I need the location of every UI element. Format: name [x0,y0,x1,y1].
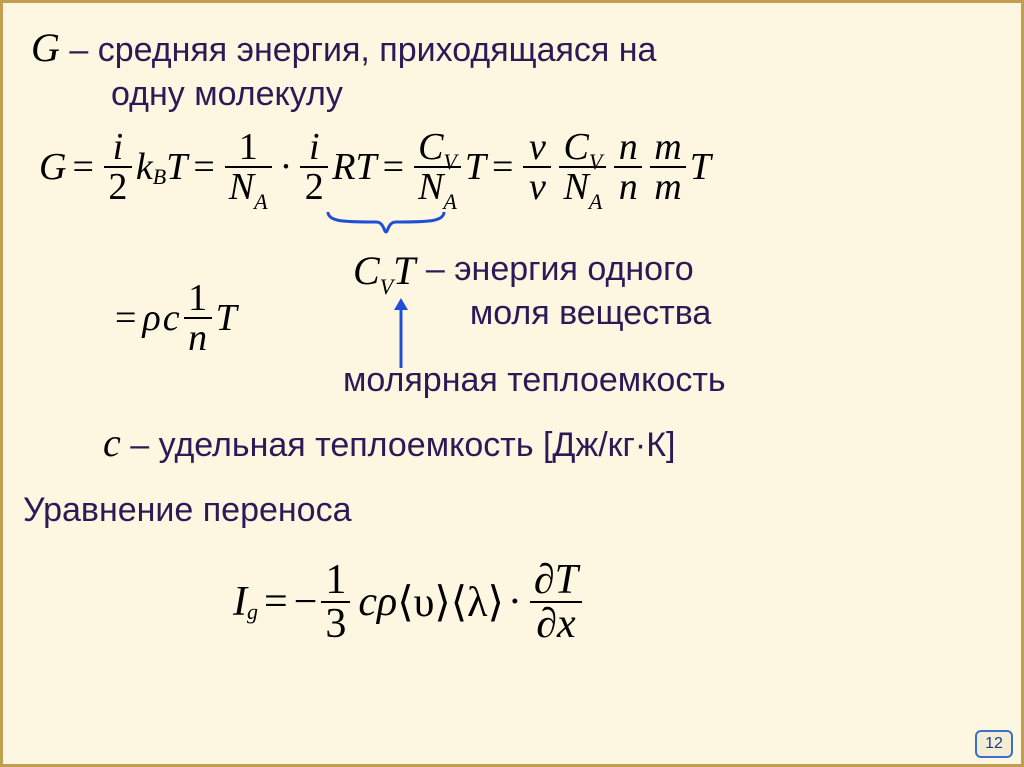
cvt-annotation: CVT – энергия одного моля вещества [353,247,993,335]
main-equation: G = i 2 kB T = 1 NA · i 2 RT [39,128,711,206]
symbol-G: G [31,25,60,70]
equation-rho-c: = ρ c 1 n T [115,279,237,357]
frac-partial-T-over-x: ∂T ∂x [530,559,582,645]
frac-1-over-n: 1 n [184,279,212,357]
frac-n-over-n: n n [614,128,642,206]
def-G-text1: – средняя энергия, приходящаяся на [60,31,657,69]
cvt-text-line1: – энергия одного [426,250,694,288]
definition-c: c – удельная теплоемкость [Дж/кг·К] [103,419,676,466]
frac-1-over-NA: 1 NA [225,128,272,206]
arrow-up-icon [391,298,411,370]
definition-G: G – средняя энергия, приходящаяся на [31,21,993,75]
frac-nu-over-nu: ν ν [523,128,551,206]
page-number-badge: 12 [975,730,1013,758]
def-G-text2: одну молекулу [111,75,993,114]
frac-Cv-over-NA: CV NA [414,128,461,206]
cvt-text-line2: моля вещества [426,291,712,335]
underbrace-icon [326,210,446,234]
transport-heading: Уравнение переноса [23,491,352,530]
frac-i-over-2-b: i 2 [300,128,328,206]
frac-1-over-3: 1 3 [321,559,350,645]
frac-m-over-m: m m [650,128,685,206]
eq-lhs: G [39,145,66,189]
frac-Cv-over-NA-b: CV NA [559,128,606,206]
frac-i-over-2: i 2 [104,128,132,206]
transport-equation: Ig = − 1 3 c ρ ⟨υ⟩ ⟨λ⟩ · ∂T ∂x [233,559,586,645]
